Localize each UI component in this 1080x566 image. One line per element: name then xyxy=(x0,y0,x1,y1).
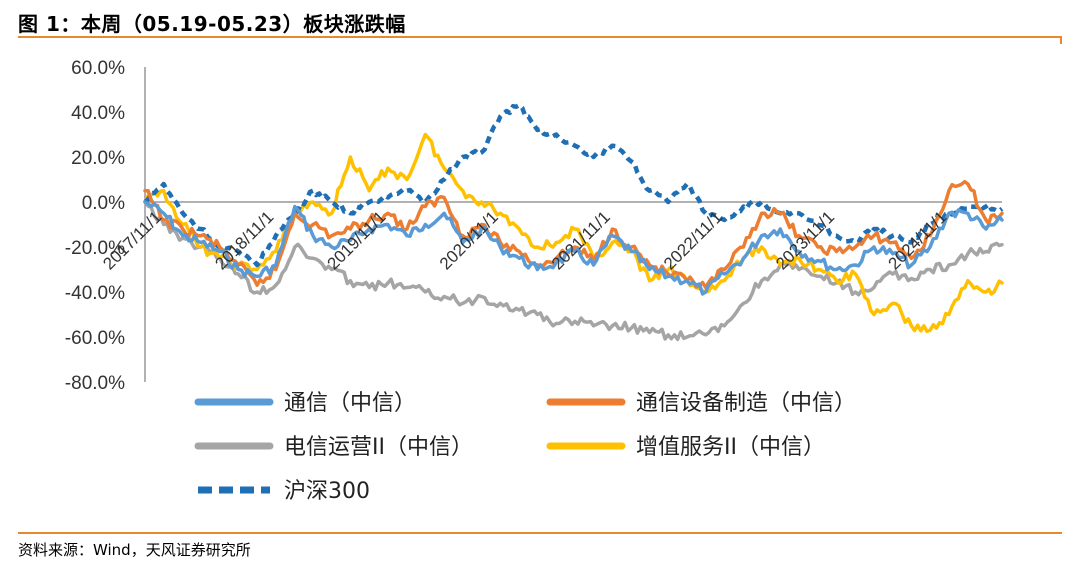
top-rule xyxy=(18,36,1062,38)
legend-label: 通信（中信） xyxy=(284,391,416,416)
y-tick-label: 20.0% xyxy=(71,148,125,169)
y-tick-label: -20.0% xyxy=(65,238,125,259)
source-note: 资料来源：Wind，天风证券研究所 xyxy=(18,541,251,559)
line-chart: 60.0% 40.0% 20.0% 0.0% -20.0% -40.0% -60.0% -80… xyxy=(65,58,1004,504)
top-rule-end-tick xyxy=(1060,36,1062,44)
x-tick-label: 2022/11/1 xyxy=(660,207,726,273)
y-axis-ticks: 60.0% 40.0% 20.0% 0.0% -20.0% -40.0% -60.0% -80… xyxy=(65,58,125,394)
x-tick-label: 2019/11/1 xyxy=(323,207,389,273)
legend-label: 电信运营II（中信） xyxy=(284,435,473,460)
y-tick-label: -80.0% xyxy=(65,373,125,394)
series-line-3 xyxy=(143,132,1004,334)
legend-label: 沪深300 xyxy=(284,479,370,504)
bottom-rule xyxy=(18,532,1062,534)
y-tick-label: -40.0% xyxy=(65,283,125,304)
y-tick-label: 40.0% xyxy=(71,103,125,124)
y-tick-label: 60.0% xyxy=(71,58,125,79)
figure-title: 图 1：本周（05.19-05.23）板块涨跌幅 xyxy=(18,12,406,36)
x-tick-label: 2023/11/1 xyxy=(772,207,838,273)
series-line-1 xyxy=(143,179,1004,290)
legend-label: 通信设备制造（中信） xyxy=(636,391,856,416)
series-lines xyxy=(143,102,1004,342)
y-tick-label: -60.0% xyxy=(65,328,125,349)
legend: 通信（中信） 通信设备制造（中信） 电信运营II（中信） 增值服务II（中信） 沪深30… xyxy=(194,391,856,504)
series-line-0 xyxy=(143,200,1004,296)
legend-label: 增值服务II（中信） xyxy=(636,435,825,460)
series-line-4 xyxy=(143,102,1004,268)
y-tick-label: 0.0% xyxy=(82,193,125,214)
